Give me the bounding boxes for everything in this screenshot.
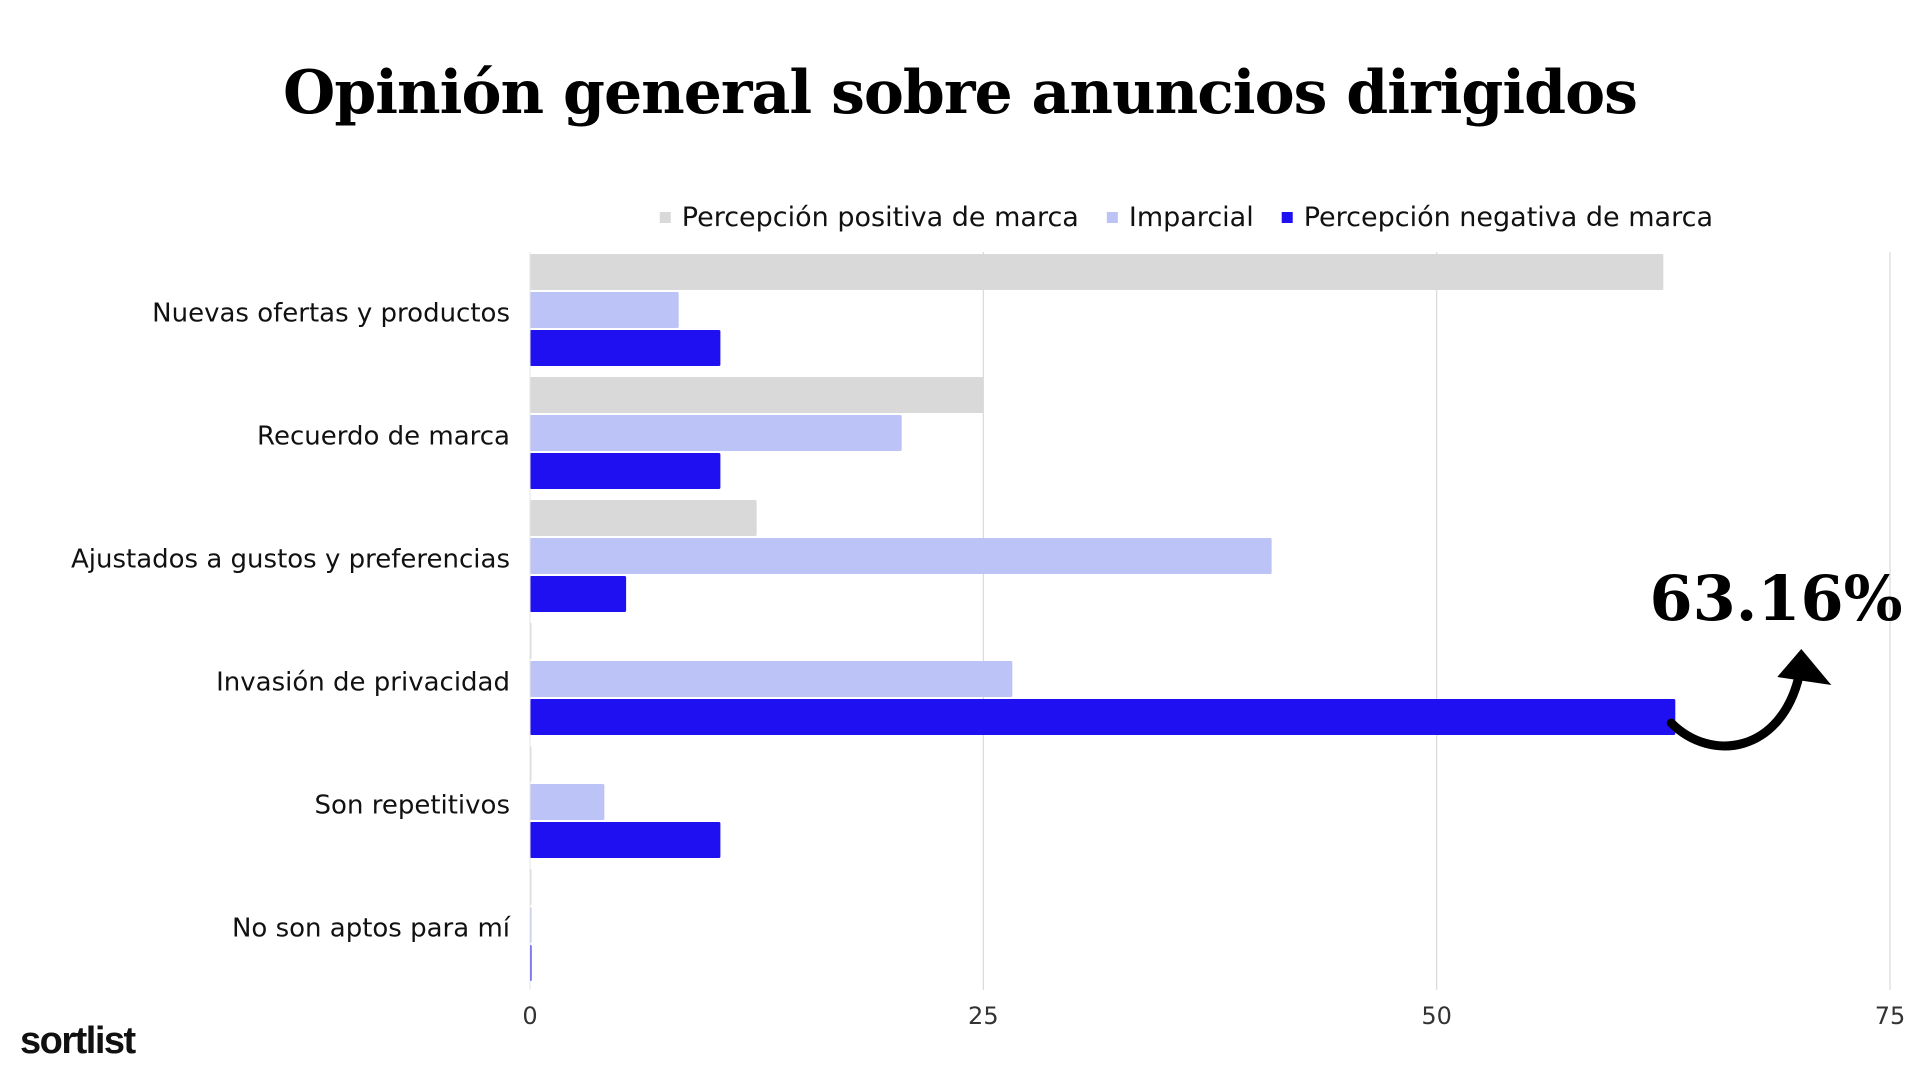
annotation-label: 63.16% <box>1649 562 1902 635</box>
x-tick-label: 50 <box>1421 1002 1452 1030</box>
annotation-arrow <box>1666 670 1804 751</box>
bar <box>530 822 721 858</box>
x-tick-label: 25 <box>968 1002 999 1030</box>
legend-swatch <box>1281 212 1293 223</box>
category-label: Ajustados a gustos y preferencias <box>71 545 510 575</box>
category-label: Son repetitivos <box>315 791 510 821</box>
legend-swatch <box>1106 212 1118 223</box>
bar <box>530 538 1272 574</box>
bar <box>530 415 902 451</box>
bar <box>530 500 757 536</box>
bar <box>530 453 721 489</box>
bar <box>530 377 984 413</box>
bar <box>530 699 1676 735</box>
chart-title: Opinión general sobre anuncios dirigidos <box>283 58 1638 128</box>
bar <box>530 576 627 612</box>
bar <box>530 661 1013 697</box>
category-label: Recuerdo de marca <box>257 422 510 452</box>
x-tick-label: 75 <box>1875 1002 1906 1030</box>
legend-label: Imparcial <box>1129 202 1254 233</box>
legend-swatch <box>659 212 671 223</box>
category-label: Nuevas ofertas y productos <box>152 299 510 329</box>
legend-label: Percepción positiva de marca <box>682 202 1079 233</box>
legend: Percepción negativa de marca Imparcial Per… <box>659 202 1713 233</box>
bar <box>530 254 1664 290</box>
bar <box>530 784 605 820</box>
category-label: Invasión de privacidad <box>216 668 510 698</box>
sortlist-logo: sortlist <box>20 1020 136 1062</box>
bar <box>530 292 679 328</box>
bar <box>530 330 721 366</box>
legend-label: Percepción negativa de marca <box>1304 202 1713 233</box>
category-label: No son aptos para mí <box>232 914 511 944</box>
annotation-arrowhead <box>1777 649 1832 685</box>
x-tick-label: 0 <box>522 1002 537 1030</box>
